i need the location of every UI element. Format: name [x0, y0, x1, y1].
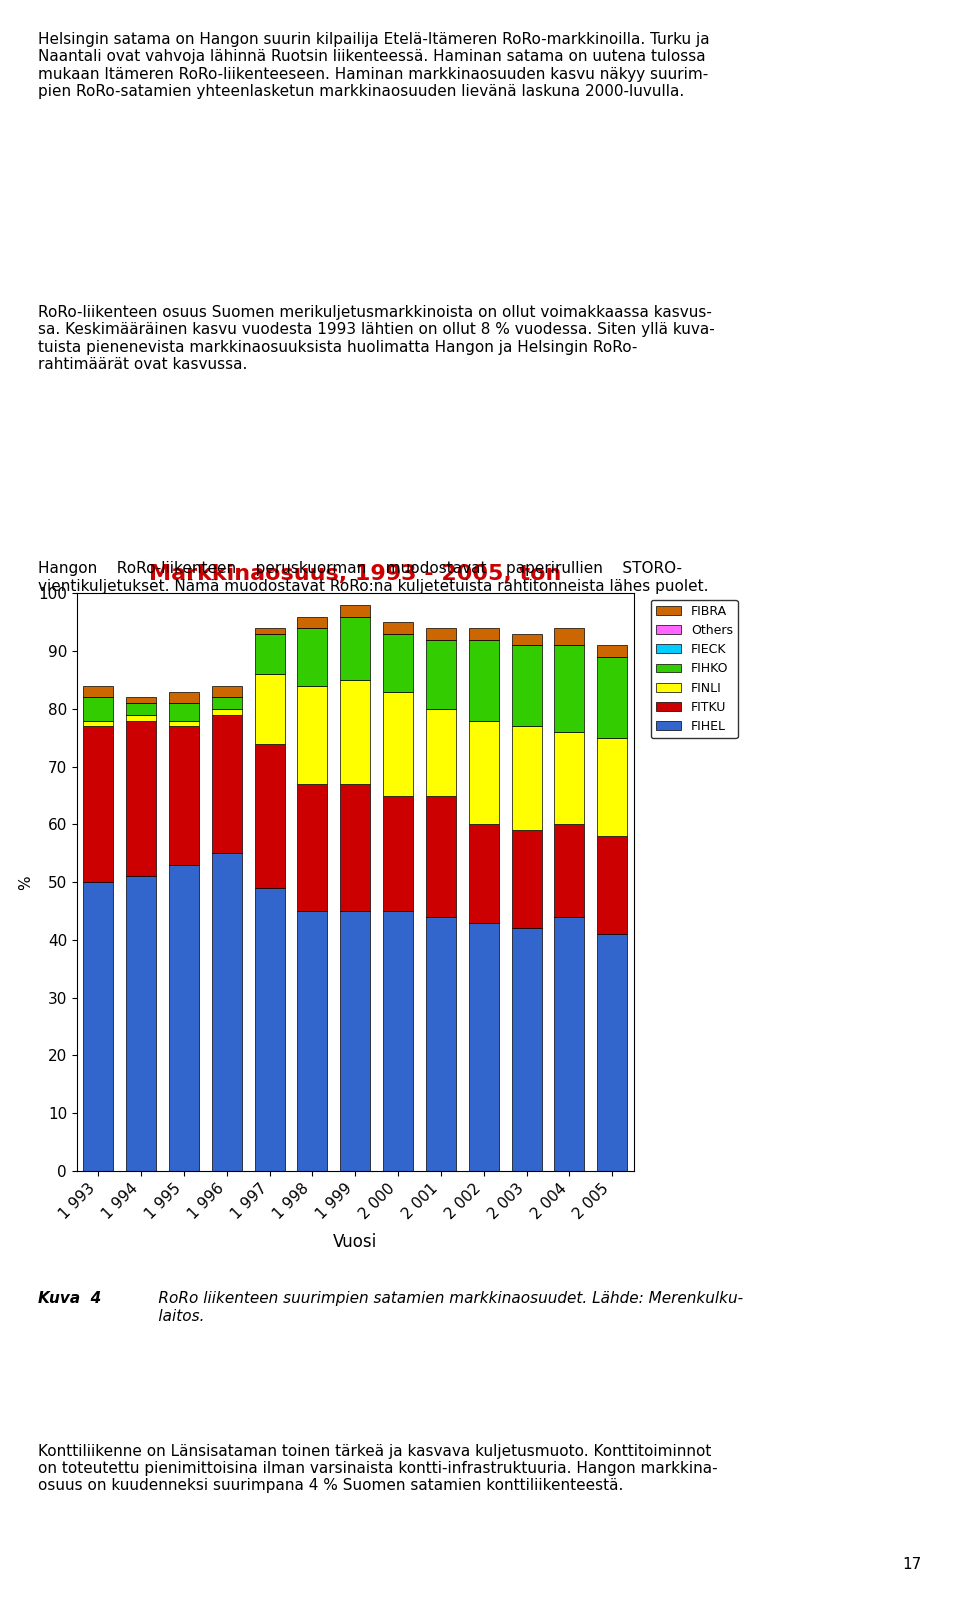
Bar	[84, 687, 113, 698]
Bar	[426, 796, 456, 917]
Text: RoRo liikenteen suurimpien satamien markkinaosuudet. Lähde: Merenkulku-
     lai: RoRo liikenteen suurimpien satamien mark…	[134, 1291, 744, 1323]
Bar	[383, 622, 413, 634]
Bar	[383, 691, 413, 796]
Bar	[84, 720, 113, 727]
Bar	[212, 853, 242, 1171]
Bar	[126, 698, 156, 703]
Bar	[597, 658, 627, 738]
Bar	[512, 645, 541, 727]
Bar	[426, 709, 456, 796]
Bar	[126, 720, 156, 876]
Bar	[426, 629, 456, 640]
Bar	[554, 629, 585, 645]
Bar	[298, 629, 327, 687]
Bar	[84, 698, 113, 720]
Bar	[554, 824, 585, 917]
Bar	[212, 709, 242, 715]
Bar	[254, 889, 284, 1171]
Bar	[597, 836, 627, 934]
Bar	[254, 674, 284, 744]
Bar	[298, 911, 327, 1171]
Text: 17: 17	[902, 1557, 922, 1572]
Bar	[468, 640, 498, 720]
Bar	[512, 727, 541, 831]
Bar	[169, 727, 199, 865]
Bar	[84, 727, 113, 882]
Text: Helsingin satama on Hangon suurin kilpailija Etelä-Itämeren RoRo-markkinoilla. T: Helsingin satama on Hangon suurin kilpai…	[38, 32, 710, 99]
Legend: FIBRA, Others, FIECK, FIHKO, FINLI, FITKU, FIHEL: FIBRA, Others, FIECK, FIHKO, FINLI, FITK…	[651, 600, 738, 738]
Bar	[254, 744, 284, 889]
Bar	[597, 934, 627, 1171]
Bar	[383, 911, 413, 1171]
X-axis label: Vuosi: Vuosi	[333, 1233, 377, 1251]
Bar	[254, 629, 284, 634]
Bar	[340, 911, 371, 1171]
Bar	[169, 703, 199, 720]
Bar	[298, 616, 327, 629]
Bar	[426, 917, 456, 1171]
Title: Markkinaosuus, 1993 - 2005, ton: Markkinaosuus, 1993 - 2005, ton	[149, 563, 562, 584]
Bar	[597, 645, 627, 658]
Bar	[84, 882, 113, 1171]
Bar	[554, 645, 585, 731]
Text: Hangon    RoRo-liikenteen    peruskuorman    muodostavat    paperirullien    STO: Hangon RoRo-liikenteen peruskuorman muod…	[38, 561, 708, 593]
Bar	[512, 634, 541, 645]
Bar	[426, 640, 456, 709]
Bar	[340, 680, 371, 784]
Bar	[298, 687, 327, 784]
Bar	[468, 922, 498, 1171]
Bar	[597, 738, 627, 836]
Bar	[512, 929, 541, 1171]
Bar	[212, 687, 242, 698]
Bar	[126, 715, 156, 720]
Bar	[212, 698, 242, 709]
Bar	[554, 917, 585, 1171]
Bar	[340, 605, 371, 616]
Bar	[340, 616, 371, 680]
Bar	[254, 634, 284, 674]
Bar	[126, 703, 156, 715]
Bar	[383, 796, 413, 911]
Text: Konttiliikenne on Länsisataman toinen tärkeä ja kasvava kuljetusmuoto. Konttitoi: Konttiliikenne on Länsisataman toinen tä…	[38, 1444, 718, 1493]
Bar	[512, 831, 541, 929]
Bar	[298, 784, 327, 911]
Y-axis label: %: %	[17, 874, 33, 890]
Bar	[169, 691, 199, 703]
Bar	[340, 784, 371, 911]
Bar	[468, 720, 498, 824]
Bar	[169, 720, 199, 727]
Bar	[468, 824, 498, 922]
Text: RoRo-liikenteen osuus Suomen merikuljetusmarkkinoista on ollut voimakkaassa kasv: RoRo-liikenteen osuus Suomen merikuljetu…	[38, 305, 715, 372]
Bar	[383, 634, 413, 691]
Bar	[169, 865, 199, 1171]
Bar	[468, 629, 498, 640]
Bar	[126, 876, 156, 1171]
Bar	[212, 715, 242, 853]
Bar	[554, 731, 585, 824]
Text: Kuva  4: Kuva 4	[38, 1291, 102, 1306]
